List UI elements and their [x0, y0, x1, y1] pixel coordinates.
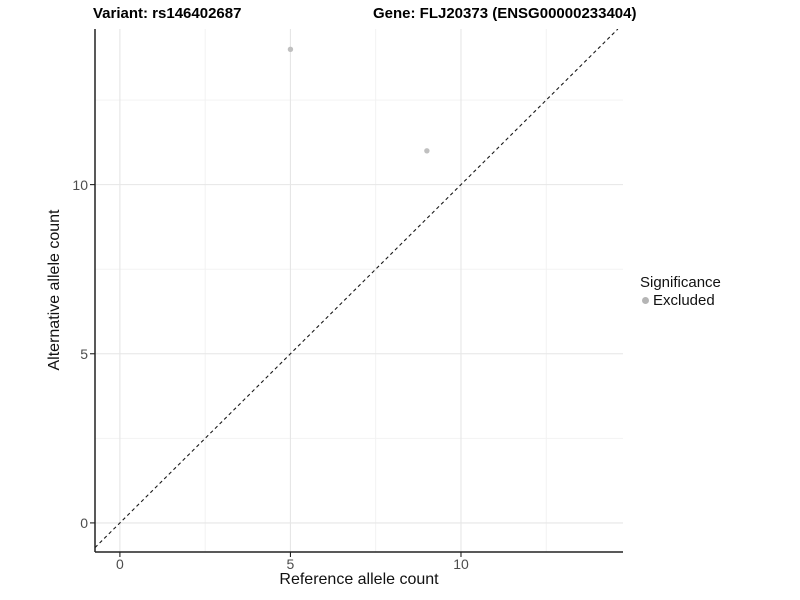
identity-reference-line [94, 29, 619, 548]
data-point [287, 46, 294, 52]
x-tick-label: 0 [115, 556, 124, 572]
legend-title: Significance [640, 274, 721, 291]
x-tick-label: 10 [453, 556, 469, 572]
legend-point-dot-icon [642, 297, 649, 304]
y-axis-title: Alternative allele count [46, 209, 63, 371]
plot-title-variant: Variant: rs146402687 [93, 5, 242, 22]
legend-item-excluded: Excluded [640, 292, 721, 309]
y-tick-label: 5 [80, 345, 88, 362]
plot-canvas [90, 29, 623, 557]
data-point [424, 148, 430, 154]
legend-item-label: Excluded [653, 292, 715, 309]
x-axis-title: Reference allele count [279, 571, 439, 588]
legend: Significance Excluded [640, 274, 721, 309]
plot-title-gene: Gene: FLJ20373 (ENSG00000233404) [373, 5, 637, 22]
y-tick-label: 10 [72, 176, 88, 193]
x-tick-label: 5 [286, 556, 295, 572]
y-tick-label: 0 [80, 514, 88, 531]
